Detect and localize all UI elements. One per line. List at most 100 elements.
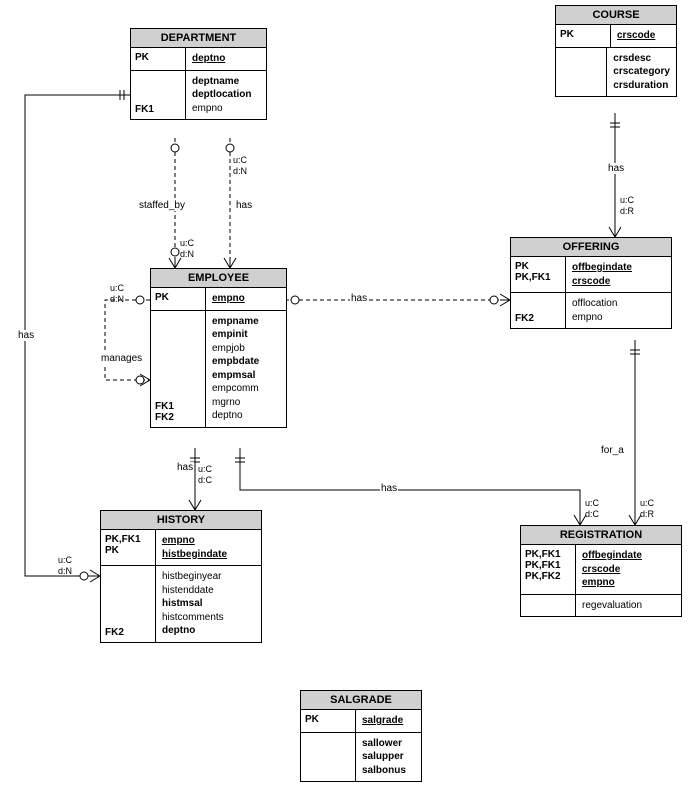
entity-attribute: deptno (212, 409, 280, 423)
entity-attribute: empcomm (212, 382, 280, 396)
entity-row: FK1FK2empnameempinitempjobempbdateempmsa… (151, 311, 286, 427)
attr-column: empnameempinitempjobempbdateempmsalempco… (206, 311, 286, 427)
entity-attribute: offbegindate (582, 549, 675, 563)
entity-title: EMPLOYEE (151, 269, 286, 288)
pk-column: PK (151, 288, 206, 310)
entity-attribute: empinit (212, 328, 280, 342)
entity-row: PK deptno (131, 48, 266, 71)
entity-attribute: sallower (362, 737, 415, 751)
card-dept-hist: u:Cd:N (58, 555, 72, 577)
entity-attribute: salupper (362, 750, 415, 764)
pk-column: PK,FK1PK (101, 530, 156, 565)
attr-column: regevaluation (576, 595, 681, 617)
entity-row: PKsalgrade (301, 710, 421, 733)
entity-attribute: empbdate (212, 355, 280, 369)
er-diagram-canvas: DEPARTMENTPKdeptnoFK1deptnamedeptlocatio… (0, 0, 690, 803)
rel-label-emp-hist-has: has (176, 462, 194, 473)
entity-row: PKPK,FK1 offbegindatecrscode (511, 257, 671, 293)
entity-attribute: crscode (582, 563, 675, 577)
entity-attribute: salgrade (362, 714, 415, 728)
entity-attribute: histbeginyear (162, 570, 255, 584)
entity-title: REGISTRATION (521, 526, 681, 545)
rel-label-emp-reg-has: has (380, 483, 398, 494)
entity-attribute: histbegindate (162, 548, 255, 562)
pk-column: PK (556, 25, 611, 47)
entity-attribute: crscode (617, 29, 670, 43)
attr-column: salgrade (356, 710, 421, 732)
rel-label-dept-hist-has: has (17, 330, 35, 341)
pk-column (301, 733, 356, 782)
pk-column: FK1 (131, 71, 186, 120)
pk-column: FK1FK2 (151, 311, 206, 427)
card-off-reg: u:Cd:R (640, 498, 654, 520)
pk-column: FK2 (101, 566, 156, 642)
entity-attribute: deptno (192, 52, 260, 66)
pk-column (556, 48, 607, 97)
attr-column: sallowersaluppersalbonus (356, 733, 421, 782)
entity-attribute: histcomments (162, 611, 255, 625)
attr-column: offbegindatecrscodeempno (576, 545, 681, 594)
card-manages-top: u:Cd:N (110, 283, 124, 305)
entity-salgrade: SALGRADEPKsalgradesallowersaluppersalbon… (300, 690, 422, 782)
attr-column: deptno (186, 48, 266, 70)
pk-column: PKPK,FK1 (511, 257, 566, 292)
relationship-edges (0, 0, 690, 803)
entity-row: crsdesccrscategorycrsduration (556, 48, 676, 97)
entity-attribute: crscode (572, 275, 665, 289)
rel-label-emp-off-has: has (350, 293, 368, 304)
entity-attribute: empname (212, 315, 280, 329)
pk-column: PK (131, 48, 186, 70)
entity-attribute: regevaluation (582, 599, 675, 613)
rel-label-course-has: has (607, 163, 625, 174)
entity-attribute: crsduration (613, 79, 670, 93)
entity-attribute: empno (162, 534, 255, 548)
entity-attribute: offlocation (572, 297, 665, 311)
entity-course: COURSEPK crscode crsdesccrscategorycrsdura… (555, 5, 677, 97)
entity-attribute: empno (572, 311, 665, 325)
entity-attribute: deptlocation (192, 88, 260, 102)
entity-title: HISTORY (101, 511, 261, 530)
attr-column: crsdesccrscategorycrsduration (607, 48, 676, 97)
rel-label-staffed-by: staffed_by (138, 200, 186, 211)
entity-attribute: empmsal (212, 369, 280, 383)
entity-row: FK1 deptnamedeptlocationempno (131, 71, 266, 120)
entity-attribute: histmsal (162, 597, 255, 611)
rel-label-manages: manages (100, 353, 143, 364)
entity-row: regevaluation (521, 595, 681, 617)
pk-column: FK2 (511, 293, 566, 328)
attr-column: empno (206, 288, 286, 310)
attr-column: crscode (611, 25, 676, 47)
entity-attribute: crsdesc (613, 52, 670, 66)
entity-attribute: empno (582, 576, 675, 590)
entity-department: DEPARTMENTPK deptno FK1 deptnamedeptlocatio… (130, 28, 267, 120)
entity-attribute: empjob (212, 342, 280, 356)
card-staffed-bottom: u:Cd:N (180, 238, 194, 260)
card-emp-reg: u:Cd:C (585, 498, 599, 520)
rel-label-dept-has: has (235, 200, 253, 211)
pk-column (521, 595, 576, 617)
entity-attribute: deptname (192, 75, 260, 89)
rel-label-for-a: for_a (600, 445, 625, 456)
entity-title: OFFERING (511, 238, 671, 257)
entity-attribute: histenddate (162, 584, 255, 598)
entity-row: PK crscode (556, 25, 676, 48)
entity-title: SALGRADE (301, 691, 421, 710)
entity-attribute: empno (192, 102, 260, 116)
entity-row: PKempno (151, 288, 286, 311)
entity-attribute: mgrno (212, 396, 280, 410)
attr-column: empnohistbegindate (156, 530, 261, 565)
entity-row: FK2 histbeginyearhistenddatehistmsalhistc… (101, 566, 261, 642)
entity-row: sallowersaluppersalbonus (301, 733, 421, 782)
card-course-off: u:Cd:R (620, 195, 634, 217)
entity-title: DEPARTMENT (131, 29, 266, 48)
entity-history: HISTORYPK,FK1PKempnohistbegindateFK2hist… (100, 510, 262, 643)
entity-attribute: crscategory (613, 65, 670, 79)
entity-attribute: deptno (162, 624, 255, 638)
entity-attribute: offbegindate (572, 261, 665, 275)
entity-row: PK,FK1PK,FK1PK,FK2offbegindatecrscodeemp… (521, 545, 681, 595)
entity-offering: OFFERINGPKPK,FK1offbegindatecrscodeFK2of… (510, 237, 672, 329)
entity-title: COURSE (556, 6, 676, 25)
card-dept-has-top: u:Cd:N (233, 155, 247, 177)
entity-row: FK2offlocationempno (511, 293, 671, 328)
attr-column: offlocationempno (566, 293, 671, 328)
